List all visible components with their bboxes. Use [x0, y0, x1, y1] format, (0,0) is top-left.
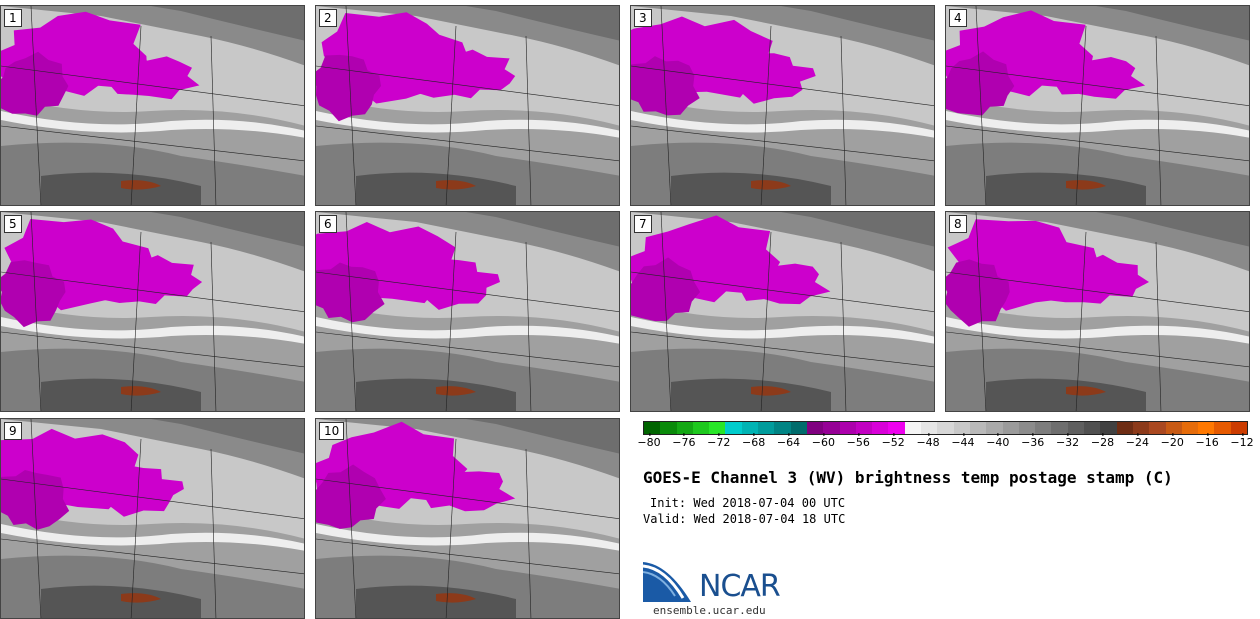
- postage-stamp-panel: 9: [0, 418, 305, 619]
- colorbar-segment: [725, 422, 742, 434]
- colorbar-segment: [1084, 422, 1101, 434]
- logo-text: NCAR: [699, 569, 781, 604]
- postage-stamp-panel: 3: [630, 5, 935, 206]
- water-vapor-map: [946, 6, 1249, 205]
- colorbar-segment: [644, 422, 661, 434]
- postage-stamp-panel: 10: [315, 418, 620, 619]
- colorbar-segment: [969, 422, 987, 434]
- colorbar-tick-label: −68: [742, 433, 766, 449]
- panel-number: 2: [319, 9, 337, 27]
- colorbar-tick-label: −28: [1090, 433, 1115, 449]
- colorbar-segment: [904, 422, 922, 434]
- colorbar-segment: [758, 422, 775, 434]
- water-vapor-map: [316, 212, 619, 411]
- colorbar-segment: [676, 422, 693, 434]
- water-vapor-map: [316, 6, 619, 205]
- postage-stamp-panel: 6: [315, 211, 620, 412]
- figure-title: GOES-E Channel 3 (WV) brightness temp po…: [643, 468, 1173, 487]
- colorbar-segment: [774, 422, 791, 434]
- colorbar-segment: [1018, 422, 1036, 434]
- water-vapor-map: [1, 6, 304, 205]
- colorbar-segment: [937, 422, 954, 434]
- colorbar-segment: [1230, 422, 1247, 434]
- colorbar-tick-label: −40: [986, 433, 1010, 449]
- colorbar-tick-label: −76: [672, 433, 696, 449]
- colorbar-segment: [921, 422, 938, 434]
- colorbar-segment: [888, 422, 905, 434]
- colorbar-segment: [741, 422, 759, 434]
- colorbar-segment: [1051, 422, 1068, 434]
- postage-stamp-panel: 4: [945, 5, 1250, 206]
- colorbar-tick-label: −52: [881, 433, 905, 449]
- water-vapor-map: [316, 419, 619, 618]
- colorbar-tick-label: −48: [916, 433, 940, 449]
- panel-number: 5: [4, 215, 22, 233]
- colorbar-segment: [1100, 422, 1117, 434]
- panel-number: 9: [4, 422, 22, 440]
- panel-number: 1: [4, 9, 22, 27]
- colorbar-tick-label: −12: [1230, 433, 1254, 449]
- colorbar-tick-label: −24: [1125, 433, 1149, 449]
- water-vapor-map: [631, 6, 934, 205]
- postage-stamp-panel: 7: [630, 211, 935, 412]
- colorbar-tick-label: −32: [1055, 433, 1080, 449]
- colorbar-ticks: −80 −76 −72 −68 −64 −60 −56 −52 −48 −44 −40 −36 −32−…: [637, 433, 1254, 456]
- postage-stamp-panel: 1: [0, 5, 305, 206]
- colorbar-segment: [1002, 422, 1019, 434]
- colorbar-segment: [709, 422, 726, 434]
- colorbar-tick-label: −16: [1195, 433, 1219, 449]
- colorbar: [643, 421, 1248, 435]
- colorbar-tick-label: −80: [637, 433, 661, 449]
- panel-number: 8: [949, 215, 967, 233]
- init-time: Init: Wed 2018-07-04 00 UTC: [650, 496, 846, 510]
- panel-number: 7: [634, 215, 652, 233]
- colorbar-tick-label: −20: [1160, 433, 1184, 449]
- colorbar-segment: [953, 422, 970, 434]
- logo-url: ensemble.ucar.edu: [653, 604, 766, 617]
- colorbar-tick-label: −56: [846, 433, 870, 449]
- colorbar-segment: [1132, 422, 1150, 434]
- panel-number: 6: [319, 215, 337, 233]
- colorbar-segment: [986, 422, 1003, 434]
- colorbar-segment: [692, 422, 710, 434]
- colorbar-segment: [1214, 422, 1231, 434]
- colorbar-segment: [1035, 422, 1052, 434]
- colorbar-segment: [1165, 422, 1182, 434]
- colorbar-tick-label: −60: [811, 433, 836, 449]
- water-vapor-map: [1, 212, 304, 411]
- colorbar-tick-label: −64: [776, 433, 801, 449]
- colorbar-segment: [1149, 422, 1166, 434]
- water-vapor-map: [631, 212, 934, 411]
- postage-stamp-panel: 2: [315, 5, 620, 206]
- panel-number: 10: [319, 422, 345, 440]
- colorbar-segment: [1116, 422, 1133, 434]
- colorbar-segment: [823, 422, 840, 434]
- ncar-logo-icon: [643, 562, 691, 602]
- valid-time: Valid: Wed 2018-07-04 18 UTC: [643, 512, 846, 526]
- colorbar-segment: [660, 422, 677, 434]
- postage-stamp-panel: 5: [0, 211, 305, 412]
- colorbar-tick-label: −72: [707, 433, 731, 449]
- colorbar-segment: [872, 422, 889, 434]
- colorbar-segment: [1198, 422, 1215, 434]
- colorbar-tick-label: −36: [1021, 433, 1045, 449]
- panel-number: 4: [949, 9, 967, 27]
- water-vapor-map: [946, 212, 1249, 411]
- colorbar-segment: [839, 422, 856, 434]
- colorbar-segment: [806, 422, 824, 434]
- colorbar-segment: [1181, 422, 1199, 434]
- water-vapor-map: [1, 419, 304, 618]
- colorbar-tick-label: −44: [951, 433, 975, 449]
- colorbar-segment: [855, 422, 873, 434]
- colorbar-segment: [1067, 422, 1085, 434]
- colorbar-segment: [790, 422, 807, 434]
- panel-number: 3: [634, 9, 652, 27]
- postage-stamp-panel: 8: [945, 211, 1250, 412]
